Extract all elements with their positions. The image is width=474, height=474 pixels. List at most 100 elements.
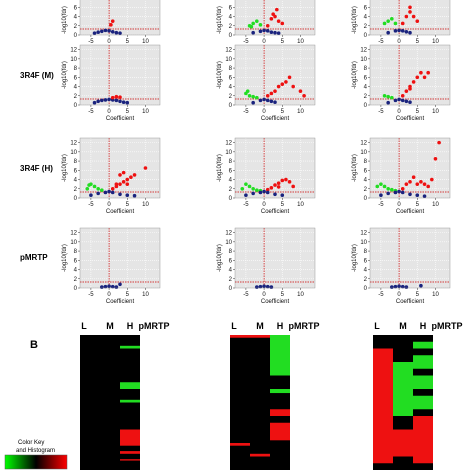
heatmap-cell [230, 335, 250, 338]
x-tick-label: 0 [397, 39, 401, 45]
x-tick-label: 5 [416, 202, 420, 208]
data-point [386, 186, 390, 191]
y-tick-label: 2 [364, 94, 368, 100]
data-point [100, 188, 104, 192]
plot-background [370, 0, 450, 35]
y-axis-label: -log10(fdr) [217, 61, 223, 89]
plot-background [80, 228, 160, 288]
y-tick-label: 8 [74, 249, 78, 255]
y-tick-label: 6 [229, 75, 233, 81]
data-point [103, 190, 108, 195]
data-point [249, 24, 254, 29]
data-point [408, 10, 412, 14]
data-point [251, 21, 255, 26]
plot-background [80, 0, 160, 35]
data-point [121, 180, 126, 184]
data-point [280, 193, 285, 198]
data-point [262, 284, 266, 288]
data-point [114, 30, 119, 35]
data-point [284, 177, 288, 182]
data-point [96, 191, 100, 196]
x-tick-label: 5 [126, 292, 130, 298]
data-point [276, 19, 281, 23]
data-point [379, 193, 383, 198]
data-point [382, 21, 387, 26]
data-point [110, 186, 115, 191]
data-point [118, 282, 122, 287]
plot-frame [369, 227, 451, 289]
data-point [393, 284, 398, 289]
heatmap-col-label: M [256, 321, 264, 331]
plot-frame [79, 0, 161, 36]
data-point [103, 98, 108, 102]
heatmap-col-label: H [277, 321, 284, 331]
y-tick-label: 4 [364, 268, 368, 274]
volcano-panel: -5 0 5 10 0 2 4 6 -log10(fdr) [62, 0, 161, 45]
x-axis-label: Coefficient [261, 116, 290, 122]
data-point [390, 285, 394, 289]
data-point [255, 188, 259, 192]
y-tick-label: 6 [229, 168, 233, 174]
data-point [397, 284, 401, 288]
data-point [298, 89, 303, 93]
x-tick-label: -5 [88, 109, 94, 115]
heatmap-col-label: L [374, 321, 380, 331]
x-tick-label: 5 [416, 39, 420, 45]
x-tick-label: -5 [378, 292, 384, 298]
y-tick-label: 0 [229, 286, 233, 292]
y-tick-label: 2 [74, 277, 78, 283]
data-point [422, 75, 427, 80]
y-tick-label: 0 [74, 286, 78, 292]
y-tick-label: 10 [360, 57, 367, 63]
heatmap-cell [270, 422, 290, 441]
data-point [251, 100, 255, 105]
data-point [411, 80, 416, 84]
data-point [408, 87, 412, 91]
color-key-bar [4, 454, 68, 470]
data-point [85, 186, 90, 191]
data-point [386, 100, 390, 105]
data-point [262, 189, 266, 194]
y-axis-label: -log10(fdr) [352, 61, 358, 89]
heatmap-col-label: L [81, 321, 87, 331]
x-tick-label: 0 [107, 39, 111, 45]
data-point [251, 186, 255, 191]
x-tick-label: 5 [416, 109, 420, 115]
data-point [269, 91, 274, 96]
data-point [397, 28, 401, 33]
data-point [287, 180, 292, 184]
data-point [110, 284, 115, 289]
volcano-panel: -5 0 5 10 0 2 4 6 8 10 12 Coefficient -log10(fdr) [217, 227, 316, 305]
y-tick-label: 2 [229, 24, 233, 30]
data-point [269, 285, 274, 289]
x-tick-label: 0 [262, 39, 266, 45]
data-point [375, 184, 380, 189]
data-point [408, 192, 412, 197]
data-point [247, 93, 252, 98]
y-tick-label: 12 [225, 141, 232, 147]
plot-background [370, 228, 450, 288]
y-tick-label: 8 [364, 249, 368, 255]
data-point [107, 189, 111, 194]
data-point [110, 95, 115, 100]
volcano-panel: -5 0 5 10 0 2 4 6 8 10 12 Coefficient -log10(fdr) [62, 227, 161, 305]
data-point [422, 182, 427, 186]
plot-frame [234, 44, 316, 106]
heatmap-cell [413, 395, 433, 410]
data-point [426, 70, 430, 75]
y-tick-label: 12 [225, 231, 232, 237]
heatmap-cell [373, 348, 393, 464]
data-point [408, 180, 412, 184]
heatmap-col-label: pMRTP [289, 321, 320, 331]
data-point [118, 31, 122, 35]
data-point [386, 94, 390, 99]
y-tick-label: 12 [360, 231, 367, 237]
data-point [121, 100, 126, 105]
y-tick-label: 8 [229, 249, 233, 255]
plot-frame [79, 44, 161, 106]
data-point [271, 12, 275, 17]
data-point [397, 97, 401, 102]
data-point [265, 284, 270, 289]
data-point [276, 185, 281, 189]
data-point [255, 19, 259, 23]
